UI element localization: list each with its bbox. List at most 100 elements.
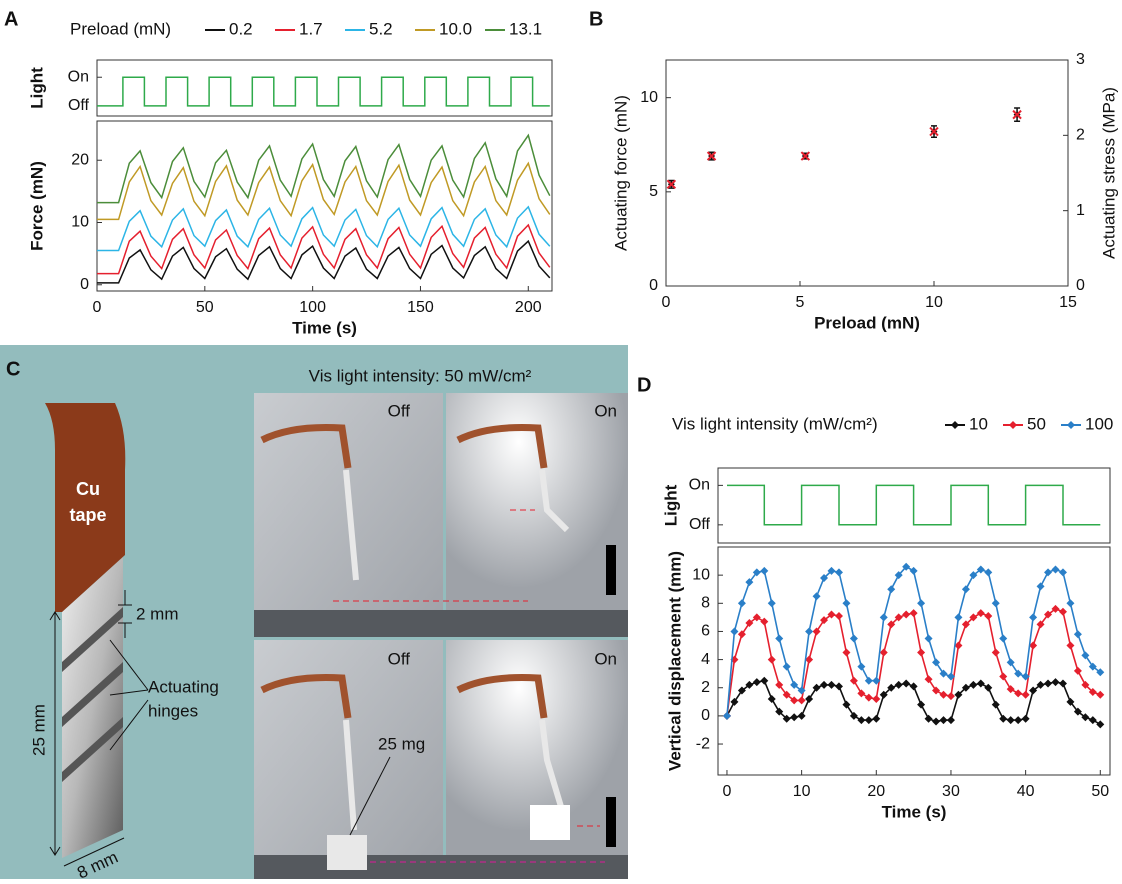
y-tick-label: Off <box>689 516 711 533</box>
data-point <box>1066 697 1075 706</box>
data-point <box>767 655 776 664</box>
data-point <box>827 610 836 619</box>
data-point <box>924 675 933 684</box>
x-tick-label: 5 <box>796 294 805 311</box>
data-point <box>1096 720 1105 729</box>
data-point <box>745 619 754 627</box>
data-point <box>879 690 888 699</box>
series-line <box>97 161 551 221</box>
photo-floor <box>254 855 628 879</box>
data-point <box>857 662 866 671</box>
data-point <box>1096 690 1105 699</box>
data-point <box>1044 568 1053 577</box>
hinge <box>62 717 123 782</box>
panel-c: Vis light intensity: 50 mW/cm² Cu tape 2… <box>0 345 628 883</box>
data-point <box>909 609 918 618</box>
data-point <box>827 566 836 575</box>
data-point <box>760 617 769 626</box>
x-tick-label: 20 <box>867 783 885 800</box>
data-point <box>1073 630 1082 639</box>
scale-bar <box>606 797 616 847</box>
copper-tape <box>45 403 126 612</box>
x-tick-label: 100 <box>299 299 326 316</box>
data-point <box>954 690 963 699</box>
data-point <box>1088 662 1097 671</box>
y-tick-label: 5 <box>649 183 658 200</box>
x-tick-label: 50 <box>1091 783 1109 800</box>
data-point <box>1081 680 1090 689</box>
data-point <box>1058 568 1067 577</box>
data-point-cross <box>929 126 939 137</box>
data-point <box>991 700 1000 709</box>
data-point <box>1029 613 1038 622</box>
legend-label: 13.1 <box>509 19 542 38</box>
series-line <box>97 205 551 252</box>
data-point <box>1036 582 1045 591</box>
data-point <box>805 627 814 636</box>
data-point <box>946 716 955 725</box>
legend-marker <box>1067 421 1075 429</box>
data-point <box>1029 641 1038 650</box>
data-point <box>939 669 948 678</box>
data-point <box>976 609 985 618</box>
hinge <box>62 662 123 727</box>
data-point <box>894 680 903 689</box>
hinge-pointer <box>109 639 149 751</box>
data-point <box>760 676 769 685</box>
data-point <box>879 613 888 622</box>
data-point <box>1051 604 1060 613</box>
data-point <box>984 611 993 620</box>
data-point <box>782 662 791 671</box>
data-point-cross <box>666 179 677 190</box>
y-axis-label: Actuating force (mN) <box>611 95 630 251</box>
data-point <box>1058 607 1067 616</box>
panel-label: A <box>4 8 18 30</box>
data-point <box>924 714 933 723</box>
y-axis-label: Light <box>27 67 46 109</box>
data-point <box>894 571 903 580</box>
y-tick-label: -2 <box>696 735 710 752</box>
data-point <box>969 613 978 622</box>
strip <box>62 557 123 858</box>
data-point <box>902 562 911 571</box>
x-tick-label: 10 <box>793 783 811 800</box>
y-tick-label: 10 <box>692 566 710 583</box>
x-tick-label: 15 <box>1059 294 1077 311</box>
y-tick-label: 10 <box>71 214 89 231</box>
plot-frame <box>96 120 553 292</box>
weight <box>327 835 367 870</box>
x-tick-label: 10 <box>925 294 943 311</box>
data-point <box>1088 687 1097 696</box>
legend-title: Vis light intensity (mW/cm²) <box>672 414 878 433</box>
data-point <box>999 634 1008 643</box>
x-tick-label: 0 <box>662 294 671 311</box>
hinge-label: Actuating <box>148 677 219 696</box>
x-axis-label: Time (s) <box>292 318 357 337</box>
data-point <box>872 676 881 685</box>
y-tick-label: 2 <box>701 679 710 696</box>
y-axis-label: Vertical displacement (mm) <box>665 551 684 771</box>
data-point <box>820 616 829 625</box>
data-point <box>1006 658 1015 667</box>
y-axis-label: Light <box>661 484 680 526</box>
data-point <box>797 696 806 705</box>
data-point <box>887 620 896 629</box>
data-point <box>1014 669 1023 678</box>
y2-tick-label: 2 <box>1076 127 1085 144</box>
length-arrow <box>49 611 61 856</box>
data-point <box>842 700 851 709</box>
series-line <box>727 484 1101 526</box>
data-point <box>1036 680 1045 689</box>
y-tick-label: 6 <box>701 623 710 640</box>
tape-label: tape <box>69 505 106 525</box>
data-point <box>760 566 769 575</box>
data-point <box>999 714 1008 723</box>
y2-tick-label: 0 <box>1076 277 1085 294</box>
data-point <box>827 680 836 689</box>
data-point <box>842 648 851 657</box>
x-tick-label: 30 <box>942 783 960 800</box>
x-tick-label: 50 <box>196 299 214 316</box>
y-axis-label: Force (mN) <box>27 161 46 251</box>
data-point <box>1073 707 1082 716</box>
series-line <box>97 223 551 275</box>
